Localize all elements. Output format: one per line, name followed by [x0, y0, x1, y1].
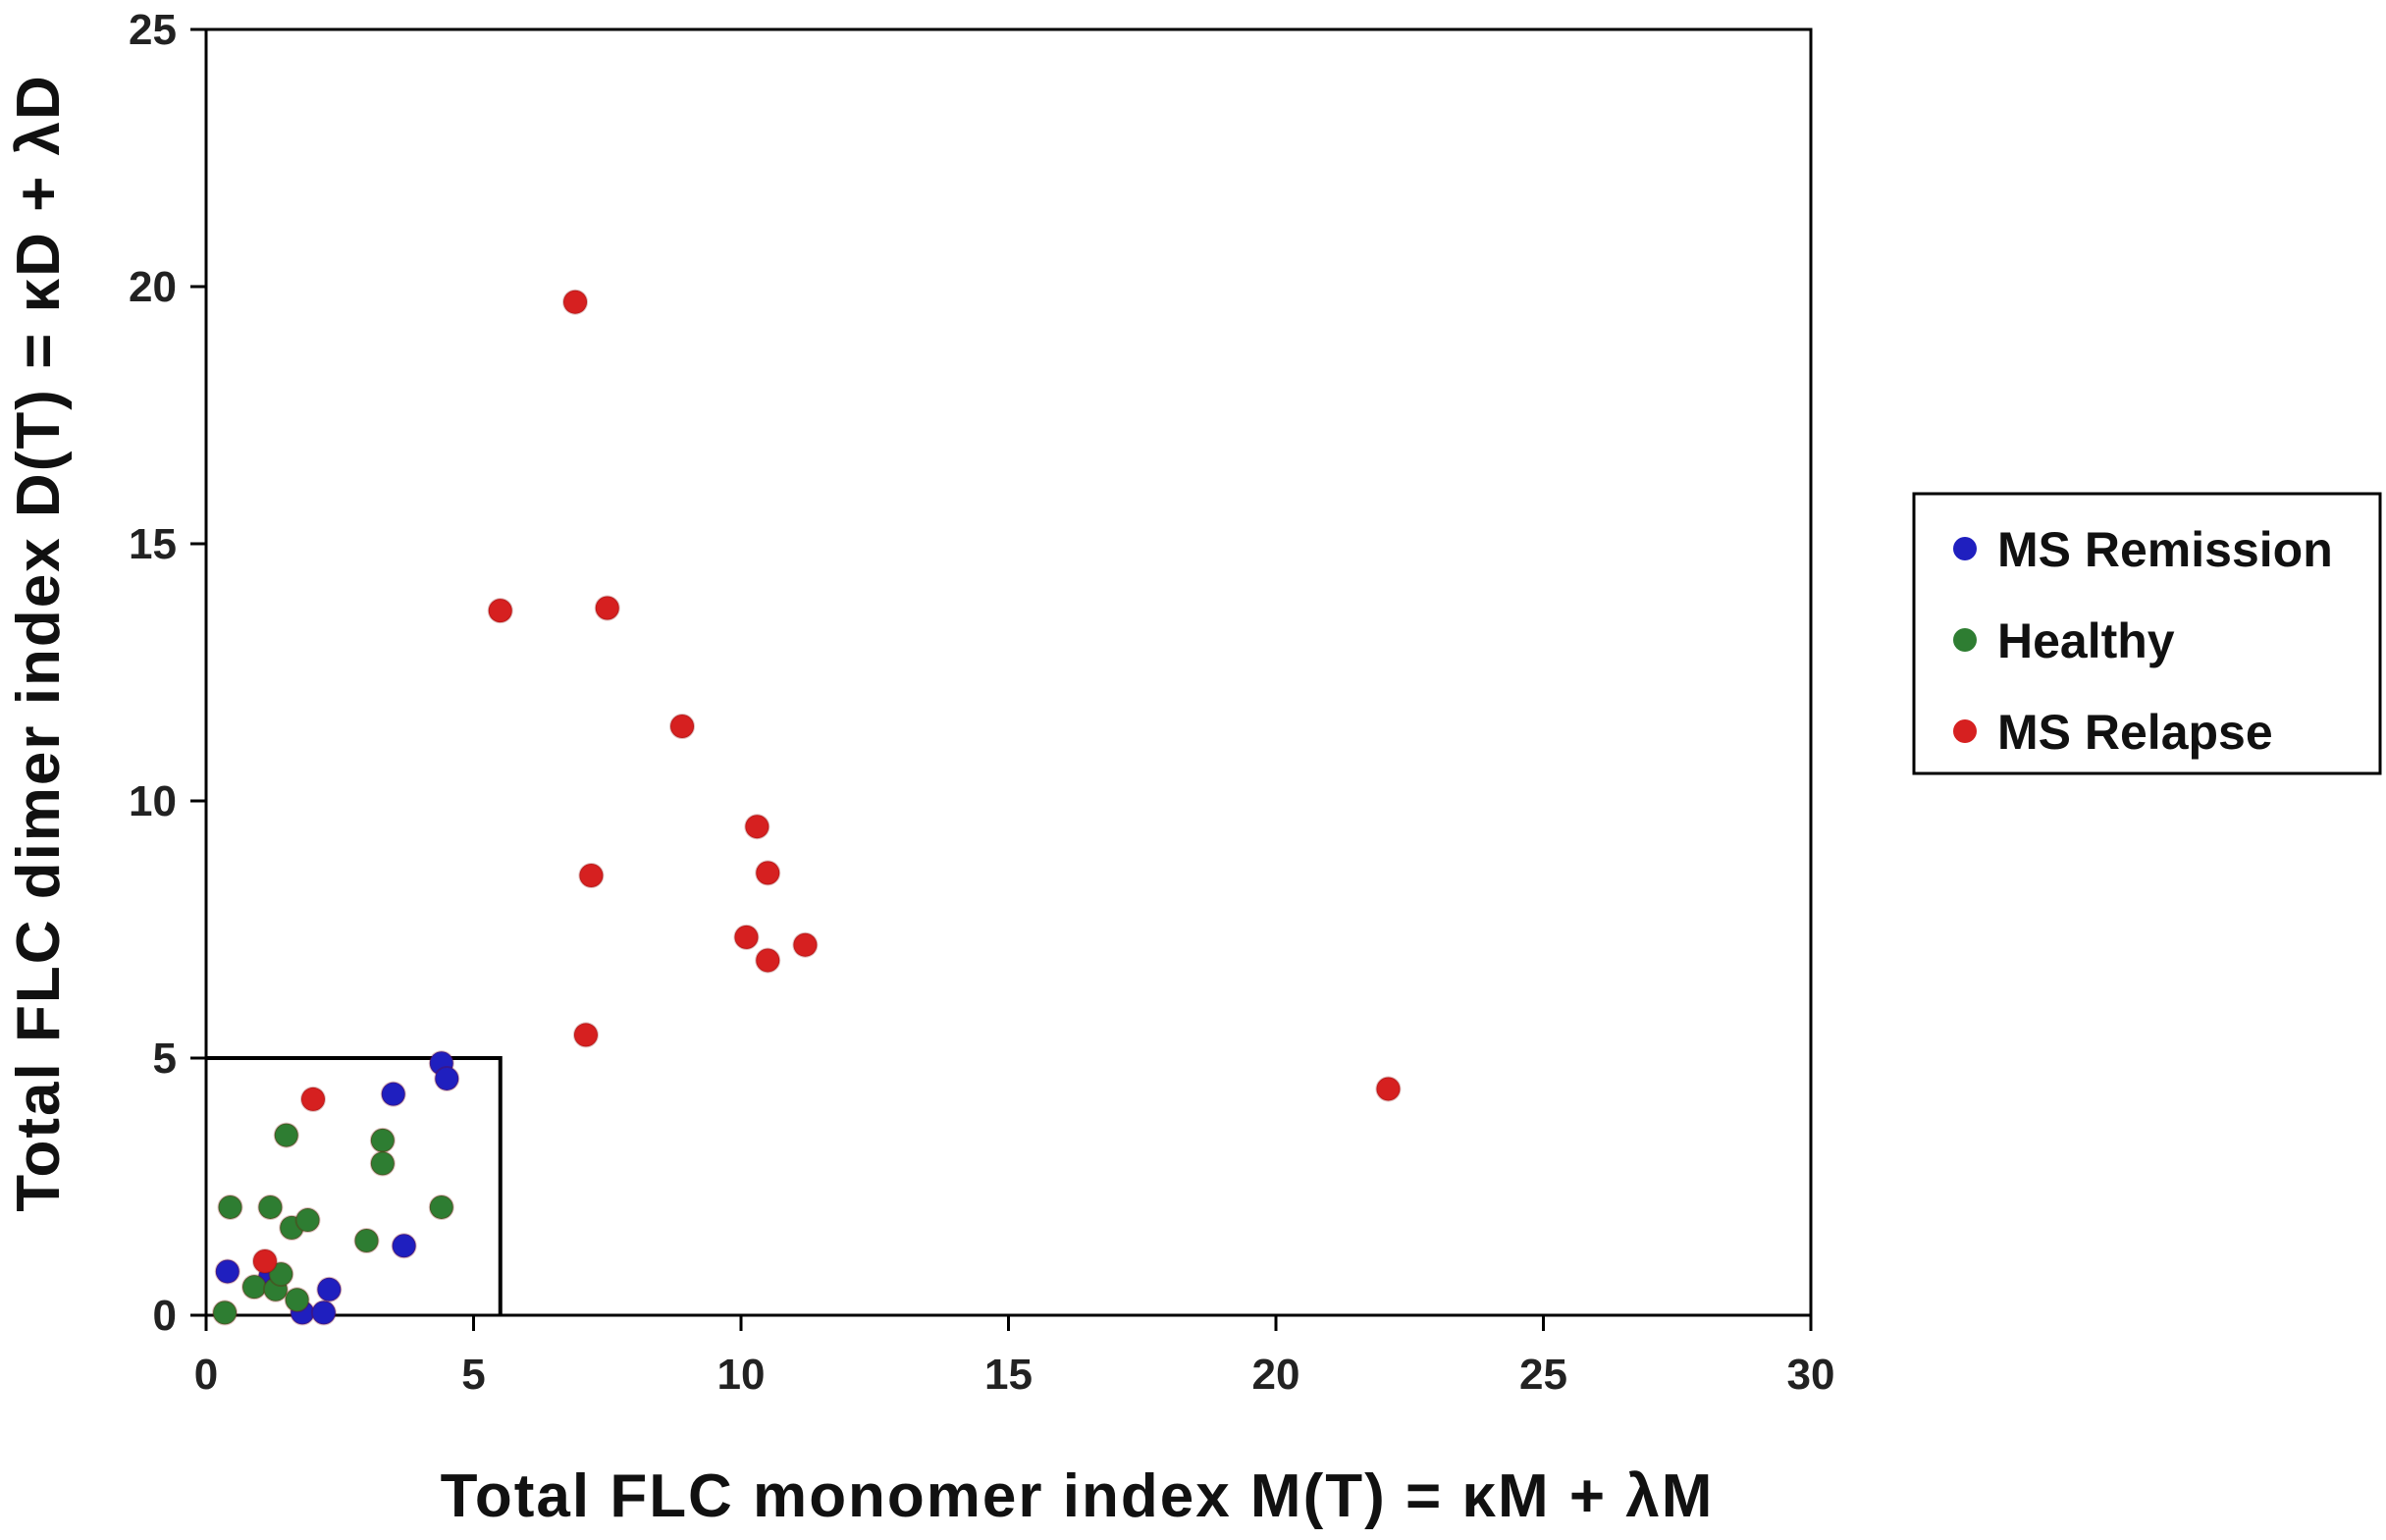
data-point-healthy: [257, 1194, 284, 1220]
data-point-ms-relapse: [733, 924, 760, 950]
legend-item-healthy: Healthy: [1953, 613, 2175, 668]
x-tick-label: 0: [194, 1351, 218, 1399]
data-point-ms-relapse: [792, 931, 819, 958]
data-point-healthy: [268, 1261, 294, 1288]
legend-item-ms-relapse: MS Relapse: [1953, 705, 2273, 760]
data-point-healthy: [428, 1194, 454, 1220]
x-tick-label: 5: [461, 1351, 485, 1399]
data-point-ms-remission: [434, 1065, 460, 1091]
legend-marker-ms-remission: [1953, 537, 1977, 560]
x-tick-label: 25: [1519, 1351, 1567, 1399]
data-point-healthy: [212, 1300, 239, 1326]
data-point-ms-remission: [380, 1081, 406, 1107]
data-point-healthy: [273, 1122, 299, 1148]
data-points: [212, 289, 1402, 1326]
data-point-healthy: [241, 1274, 268, 1301]
data-point-ms-relapse: [755, 860, 781, 886]
y-tick-label: 0: [153, 1292, 177, 1340]
data-point-healthy: [284, 1287, 310, 1313]
data-point-ms-remission: [310, 1300, 337, 1326]
data-point-healthy: [369, 1150, 396, 1177]
data-point-healthy: [217, 1194, 243, 1220]
data-point-ms-remission: [316, 1276, 343, 1302]
data-point-ms-relapse: [578, 862, 605, 888]
data-point-healthy: [294, 1207, 321, 1234]
data-point-ms-relapse: [251, 1248, 278, 1274]
data-point-ms-relapse: [669, 714, 696, 740]
legend-label-ms-remission: MS Remission: [1997, 522, 2333, 577]
y-tick-label: 25: [129, 6, 177, 54]
data-point-ms-relapse: [594, 595, 620, 621]
data-point-ms-relapse: [562, 289, 589, 315]
legend-item-ms-remission: MS Remission: [1953, 522, 2333, 577]
x-tick-label: 10: [717, 1351, 766, 1399]
legend: MS Remission Healthy MS Relapse: [1912, 492, 2382, 775]
data-point-ms-relapse: [572, 1022, 599, 1048]
y-axis-title: Total FLC dimer index D(T) = κD + λD: [5, 74, 73, 1212]
data-point-healthy: [369, 1127, 396, 1153]
plot-frame: [204, 27, 1813, 1317]
x-axis-ticks: 0 5 10 15 20 25 30: [194, 1315, 1835, 1399]
y-tick-label: 20: [129, 263, 177, 311]
data-point-ms-relapse: [744, 814, 770, 840]
legend-label-healthy: Healthy: [1997, 613, 2175, 668]
data-point-ms-remission: [391, 1233, 417, 1259]
y-tick-label: 5: [153, 1035, 177, 1083]
data-point-ms-relapse: [487, 598, 513, 624]
data-point-healthy: [353, 1228, 380, 1254]
x-axis-title: Total FLC monomer index M(T) = κM + λM: [441, 1462, 1715, 1530]
data-point-ms-remission: [214, 1258, 240, 1285]
x-tick-label: 30: [1787, 1351, 1835, 1399]
x-tick-label: 20: [1252, 1351, 1300, 1399]
y-tick-label: 15: [129, 520, 177, 568]
plot-area-border: [204, 27, 1813, 1317]
legend-marker-ms-relapse: [1953, 719, 1977, 743]
legend-marker-healthy: [1953, 628, 1977, 652]
reference-box: [206, 1056, 503, 1315]
legend-label-ms-relapse: MS Relapse: [1997, 705, 2273, 760]
data-point-ms-relapse: [1375, 1076, 1402, 1102]
annotation-layer: [206, 1056, 503, 1315]
legend-box: [1912, 492, 2382, 775]
y-tick-label: 10: [129, 777, 177, 825]
x-tick-label: 15: [984, 1351, 1033, 1399]
y-axis-ticks: 0 5 10 15 20 25: [129, 6, 206, 1340]
data-point-ms-relapse: [300, 1086, 326, 1112]
data-point-ms-relapse: [755, 947, 781, 974]
